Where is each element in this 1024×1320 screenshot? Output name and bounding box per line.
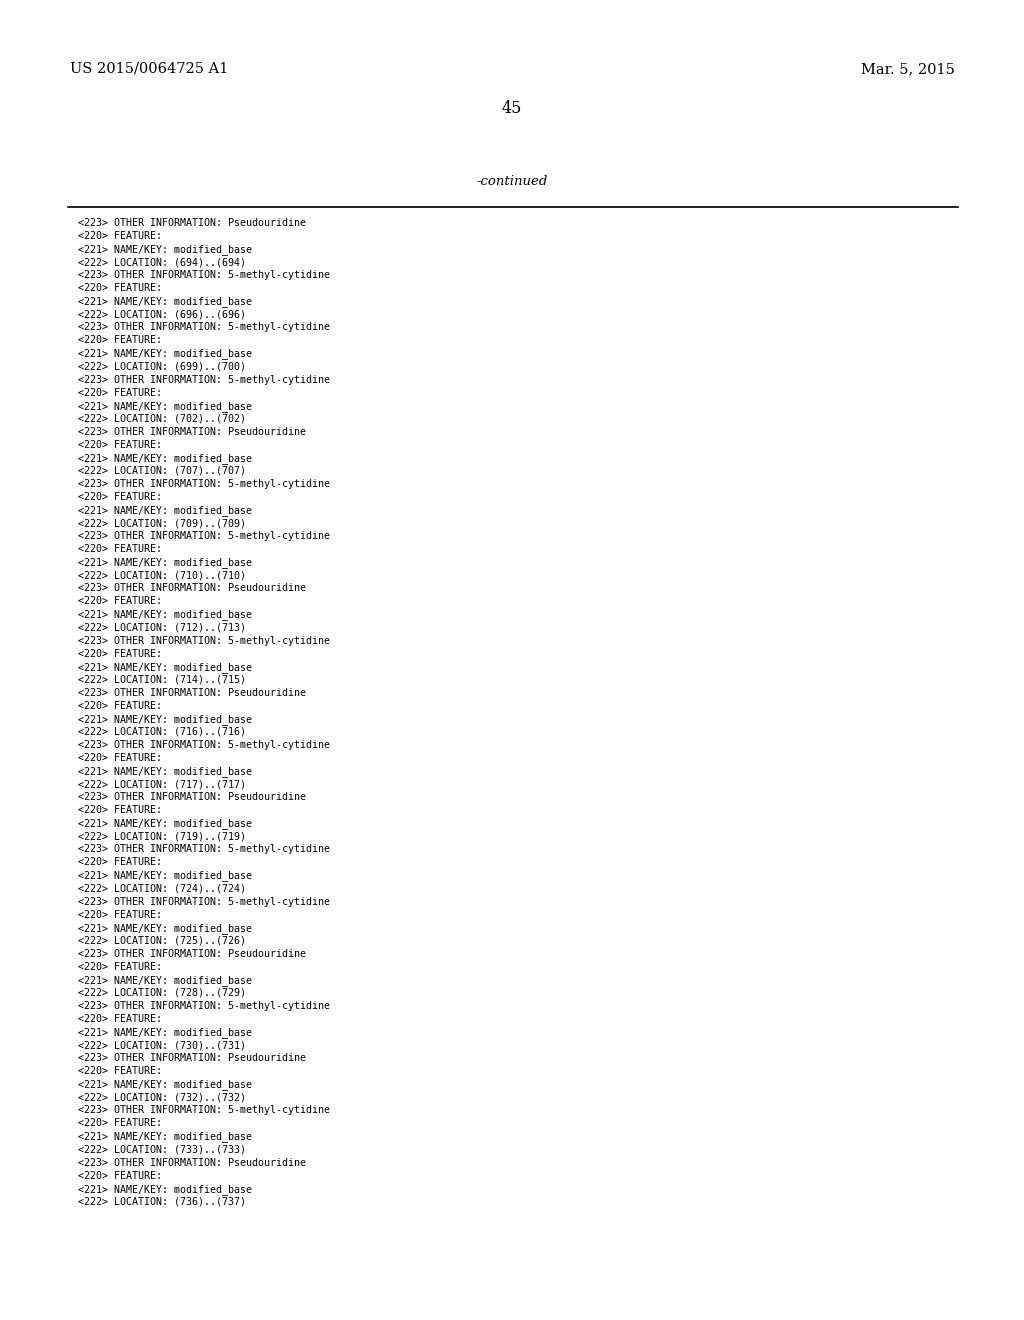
Text: <220> FEATURE:: <220> FEATURE: [78, 962, 162, 972]
Text: <221> NAME/KEY: modified_base: <221> NAME/KEY: modified_base [78, 1184, 252, 1195]
Text: <222> LOCATION: (716)..(716): <222> LOCATION: (716)..(716) [78, 727, 246, 737]
Text: <220> FEATURE:: <220> FEATURE: [78, 597, 162, 606]
Text: <220> FEATURE:: <220> FEATURE: [78, 1014, 162, 1024]
Text: <223> OTHER INFORMATION: 5-methyl-cytidine: <223> OTHER INFORMATION: 5-methyl-cytidi… [78, 896, 330, 907]
Text: <223> OTHER INFORMATION: Pseudouridine: <223> OTHER INFORMATION: Pseudouridine [78, 1053, 306, 1063]
Text: <223> OTHER INFORMATION: 5-methyl-cytidine: <223> OTHER INFORMATION: 5-methyl-cytidi… [78, 741, 330, 750]
Text: <222> LOCATION: (725)..(726): <222> LOCATION: (725)..(726) [78, 936, 246, 945]
Text: <222> LOCATION: (730)..(731): <222> LOCATION: (730)..(731) [78, 1040, 246, 1051]
Text: <223> OTHER INFORMATION: Pseudouridine: <223> OTHER INFORMATION: Pseudouridine [78, 583, 306, 594]
Text: <221> NAME/KEY: modified_base: <221> NAME/KEY: modified_base [78, 1080, 252, 1090]
Text: <222> LOCATION: (736)..(737): <222> LOCATION: (736)..(737) [78, 1197, 246, 1206]
Text: <222> LOCATION: (712)..(713): <222> LOCATION: (712)..(713) [78, 623, 246, 632]
Text: <222> LOCATION: (710)..(710): <222> LOCATION: (710)..(710) [78, 570, 246, 581]
Text: <221> NAME/KEY: modified_base: <221> NAME/KEY: modified_base [78, 818, 252, 829]
Text: US 2015/0064725 A1: US 2015/0064725 A1 [70, 62, 228, 77]
Text: <222> LOCATION: (694)..(694): <222> LOCATION: (694)..(694) [78, 257, 246, 267]
Text: <223> OTHER INFORMATION: 5-methyl-cytidine: <223> OTHER INFORMATION: 5-methyl-cytidi… [78, 636, 330, 645]
Text: <220> FEATURE:: <220> FEATURE: [78, 1118, 162, 1129]
Text: <221> NAME/KEY: modified_base: <221> NAME/KEY: modified_base [78, 1131, 252, 1142]
Text: <222> LOCATION: (733)..(733): <222> LOCATION: (733)..(733) [78, 1144, 246, 1155]
Text: <222> LOCATION: (707)..(707): <222> LOCATION: (707)..(707) [78, 466, 246, 477]
Text: <220> FEATURE:: <220> FEATURE: [78, 805, 162, 816]
Text: <221> NAME/KEY: modified_base: <221> NAME/KEY: modified_base [78, 923, 252, 933]
Text: <223> OTHER INFORMATION: 5-methyl-cytidine: <223> OTHER INFORMATION: 5-methyl-cytidi… [78, 531, 330, 541]
Text: <223> OTHER INFORMATION: Pseudouridine: <223> OTHER INFORMATION: Pseudouridine [78, 792, 306, 803]
Text: <220> FEATURE:: <220> FEATURE: [78, 388, 162, 397]
Text: <220> FEATURE:: <220> FEATURE: [78, 544, 162, 554]
Text: <223> OTHER INFORMATION: 5-methyl-cytidine: <223> OTHER INFORMATION: 5-methyl-cytidi… [78, 375, 330, 384]
Text: <220> FEATURE:: <220> FEATURE: [78, 909, 162, 920]
Text: <222> LOCATION: (702)..(702): <222> LOCATION: (702)..(702) [78, 413, 246, 424]
Text: <223> OTHER INFORMATION: Pseudouridine: <223> OTHER INFORMATION: Pseudouridine [78, 218, 306, 228]
Text: <220> FEATURE:: <220> FEATURE: [78, 752, 162, 763]
Text: <221> NAME/KEY: modified_base: <221> NAME/KEY: modified_base [78, 401, 252, 412]
Text: <220> FEATURE:: <220> FEATURE: [78, 1171, 162, 1180]
Text: <223> OTHER INFORMATION: Pseudouridine: <223> OTHER INFORMATION: Pseudouridine [78, 949, 306, 958]
Text: <223> OTHER INFORMATION: 5-methyl-cytidine: <223> OTHER INFORMATION: 5-methyl-cytidi… [78, 479, 330, 488]
Text: <221> NAME/KEY: modified_base: <221> NAME/KEY: modified_base [78, 348, 252, 359]
Text: <222> LOCATION: (732)..(732): <222> LOCATION: (732)..(732) [78, 1093, 246, 1102]
Text: <223> OTHER INFORMATION: 5-methyl-cytidine: <223> OTHER INFORMATION: 5-methyl-cytidi… [78, 1001, 330, 1011]
Text: <221> NAME/KEY: modified_base: <221> NAME/KEY: modified_base [78, 453, 252, 463]
Text: <221> NAME/KEY: modified_base: <221> NAME/KEY: modified_base [78, 244, 252, 255]
Text: <223> OTHER INFORMATION: 5-methyl-cytidine: <223> OTHER INFORMATION: 5-methyl-cytidi… [78, 271, 330, 280]
Text: <222> LOCATION: (709)..(709): <222> LOCATION: (709)..(709) [78, 519, 246, 528]
Text: <222> LOCATION: (717)..(717): <222> LOCATION: (717)..(717) [78, 779, 246, 789]
Text: <221> NAME/KEY: modified_base: <221> NAME/KEY: modified_base [78, 1027, 252, 1038]
Text: <222> LOCATION: (696)..(696): <222> LOCATION: (696)..(696) [78, 309, 246, 319]
Text: <221> NAME/KEY: modified_base: <221> NAME/KEY: modified_base [78, 870, 252, 882]
Text: <222> LOCATION: (724)..(724): <222> LOCATION: (724)..(724) [78, 883, 246, 894]
Text: 45: 45 [502, 100, 522, 117]
Text: <220> FEATURE:: <220> FEATURE: [78, 284, 162, 293]
Text: <221> NAME/KEY: modified_base: <221> NAME/KEY: modified_base [78, 296, 252, 308]
Text: Mar. 5, 2015: Mar. 5, 2015 [861, 62, 955, 77]
Text: <221> NAME/KEY: modified_base: <221> NAME/KEY: modified_base [78, 766, 252, 777]
Text: <222> LOCATION: (699)..(700): <222> LOCATION: (699)..(700) [78, 362, 246, 371]
Text: <222> LOCATION: (714)..(715): <222> LOCATION: (714)..(715) [78, 675, 246, 685]
Text: <223> OTHER INFORMATION: 5-methyl-cytidine: <223> OTHER INFORMATION: 5-methyl-cytidi… [78, 322, 330, 333]
Text: <221> NAME/KEY: modified_base: <221> NAME/KEY: modified_base [78, 661, 252, 673]
Text: <222> LOCATION: (728)..(729): <222> LOCATION: (728)..(729) [78, 987, 246, 998]
Text: <220> FEATURE:: <220> FEATURE: [78, 440, 162, 450]
Text: <220> FEATURE:: <220> FEATURE: [78, 335, 162, 346]
Text: <221> NAME/KEY: modified_base: <221> NAME/KEY: modified_base [78, 975, 252, 986]
Text: <222> LOCATION: (719)..(719): <222> LOCATION: (719)..(719) [78, 832, 246, 841]
Text: <220> FEATURE:: <220> FEATURE: [78, 1067, 162, 1076]
Text: <220> FEATURE:: <220> FEATURE: [78, 231, 162, 242]
Text: <221> NAME/KEY: modified_base: <221> NAME/KEY: modified_base [78, 557, 252, 568]
Text: <223> OTHER INFORMATION: Pseudouridine: <223> OTHER INFORMATION: Pseudouridine [78, 1158, 306, 1168]
Text: <223> OTHER INFORMATION: Pseudouridine: <223> OTHER INFORMATION: Pseudouridine [78, 426, 306, 437]
Text: <221> NAME/KEY: modified_base: <221> NAME/KEY: modified_base [78, 506, 252, 516]
Text: <220> FEATURE:: <220> FEATURE: [78, 858, 162, 867]
Text: <220> FEATURE:: <220> FEATURE: [78, 492, 162, 502]
Text: <223> OTHER INFORMATION: 5-methyl-cytidine: <223> OTHER INFORMATION: 5-methyl-cytidi… [78, 845, 330, 854]
Text: <223> OTHER INFORMATION: Pseudouridine: <223> OTHER INFORMATION: Pseudouridine [78, 688, 306, 698]
Text: <223> OTHER INFORMATION: 5-methyl-cytidine: <223> OTHER INFORMATION: 5-methyl-cytidi… [78, 1105, 330, 1115]
Text: <221> NAME/KEY: modified_base: <221> NAME/KEY: modified_base [78, 610, 252, 620]
Text: <220> FEATURE:: <220> FEATURE: [78, 701, 162, 711]
Text: -continued: -continued [476, 176, 548, 187]
Text: <220> FEATURE:: <220> FEATURE: [78, 648, 162, 659]
Text: <221> NAME/KEY: modified_base: <221> NAME/KEY: modified_base [78, 714, 252, 725]
